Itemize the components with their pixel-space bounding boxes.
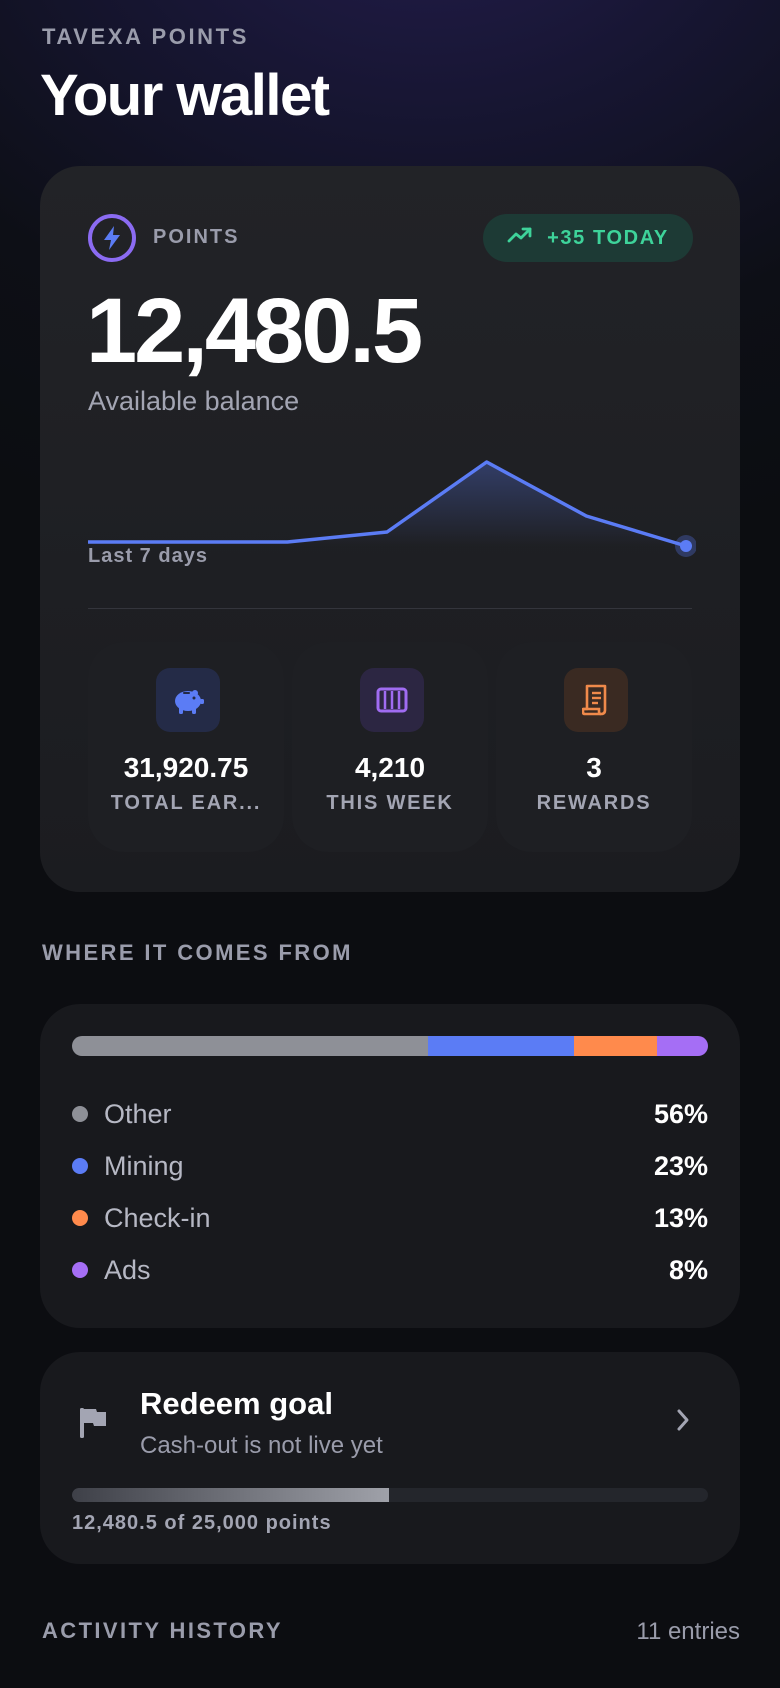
bar-segment-ads [657, 1036, 708, 1056]
legend-name: Mining [104, 1150, 184, 1181]
points-label: POINTS [153, 226, 240, 248]
balance-value: 12,480.5 [86, 280, 423, 382]
stat-value: 31,920.75 [123, 752, 249, 783]
goal-subtitle: Cash-out is not live yet [140, 1432, 383, 1459]
goal-progress-fill [72, 1488, 390, 1502]
legend-name: Ads [104, 1254, 151, 1285]
sources-stacked-bar [72, 1036, 708, 1056]
legend-percent: 13% [653, 1202, 708, 1233]
legend-name: Other [104, 1098, 172, 1129]
piggy-bank-icon [156, 668, 220, 732]
stat-this-week[interactable]: 4,210 THIS WEEK [292, 642, 488, 852]
legend-dot [72, 1158, 88, 1174]
receipt-icon [564, 668, 628, 732]
stat-rewards[interactable]: 3 REWARDS [496, 642, 692, 852]
page-title: Your wallet [40, 63, 330, 128]
sparkline-line [88, 460, 687, 548]
sources-card: Other 56% Mining 23% Check-in 13% Ads 8% [40, 1004, 740, 1328]
chevron-right-icon[interactable] [676, 1408, 690, 1437]
stat-value: 4,210 [354, 752, 426, 783]
legend-percent: 23% [653, 1150, 708, 1181]
goal-title: Redeem goal [140, 1386, 333, 1421]
legend-percent: 56% [653, 1098, 708, 1129]
legend-percent: 8% [668, 1254, 708, 1285]
legend-row-other: Other 56% [72, 1094, 708, 1134]
history-entry-count: 11 entries [636, 1618, 740, 1645]
today-change-badge: +35 TODAY [483, 214, 693, 262]
divider [88, 608, 692, 609]
balance-caption: Available balance [88, 386, 300, 416]
legend-dot [72, 1262, 88, 1278]
legend-row-ads: Ads 8% [72, 1250, 708, 1290]
sparkline-end-point [680, 540, 692, 552]
sparkline-area [88, 462, 686, 546]
legend-dot [72, 1106, 88, 1122]
goal-progress-track [72, 1488, 708, 1502]
stat-value: 3 [586, 752, 602, 783]
stat-label: REWARDS [536, 792, 652, 814]
history-section-title: ACTIVITY HISTORY [42, 1618, 283, 1643]
sparkline-chart [88, 460, 696, 557]
bar-segment-check-in [574, 1036, 658, 1056]
sources-section-title: WHERE IT COMES FROM [42, 940, 353, 965]
balance-card: POINTS +35 TODAY 12,480.5 Available bala… [40, 166, 740, 892]
lightning-icon [88, 214, 136, 262]
trending-up-icon [507, 226, 533, 250]
goal-progress-caption: 12,480.5 of 25,000 points [72, 1512, 332, 1534]
calendar-week-icon [360, 668, 424, 732]
flag-icon [78, 1406, 108, 1445]
stat-label: THIS WEEK [326, 792, 454, 814]
bar-segment-mining [428, 1036, 575, 1056]
brand-label: TAVEXA POINTS [42, 24, 249, 49]
redeem-goal-card[interactable]: Redeem goal Cash-out is not live yet 12,… [40, 1352, 740, 1564]
bar-segment-other [72, 1036, 429, 1056]
legend-row-mining: Mining 23% [72, 1146, 708, 1186]
today-change-text: +35 TODAY [547, 226, 669, 249]
legend-row-check-in: Check-in 13% [72, 1198, 708, 1238]
sparkline-label: Last 7 days [88, 545, 208, 567]
stat-total-earned[interactable]: 31,920.75 TOTAL EAR... [88, 642, 284, 852]
legend-dot [72, 1210, 88, 1226]
stat-label: TOTAL EAR... [110, 792, 262, 814]
legend-name: Check-in [104, 1202, 211, 1233]
